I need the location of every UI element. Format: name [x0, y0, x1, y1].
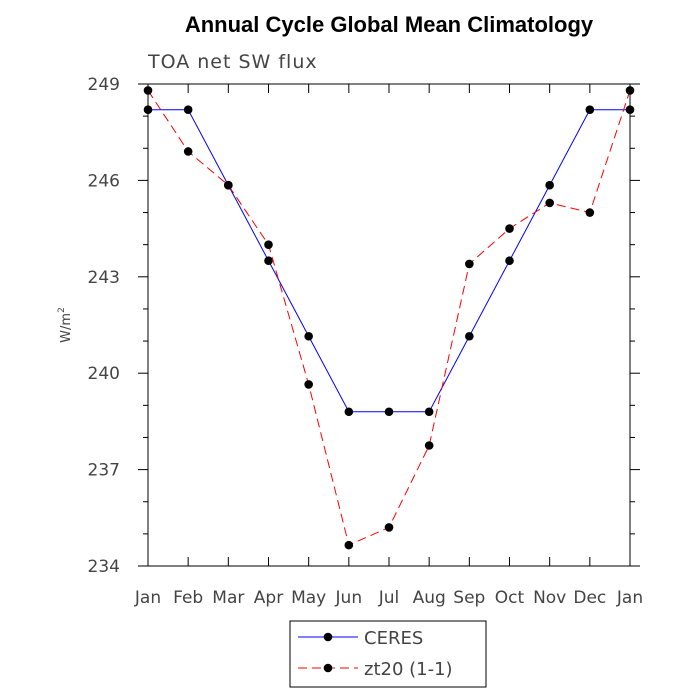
- data-point-zt20-1-1: [264, 240, 273, 249]
- ticks-layer: [138, 83, 640, 567]
- data-point-zt20-1-1: [625, 86, 635, 95]
- data-point-zt20-1-1: [585, 208, 595, 217]
- y-tick-label: 243: [88, 268, 120, 288]
- x-tick-label: Nov: [533, 588, 566, 608]
- legend: CERES zt20 (1-1): [289, 620, 487, 688]
- data-point-zt20-1-1: [384, 523, 394, 532]
- labels-layer: Jan Feb Mar Apr May Jun Jul Aug Sep Oct Nov Dec Jan 2…: [88, 75, 644, 608]
- data-point-zt20-1-1: [183, 147, 193, 156]
- data-point-ceres: [505, 256, 514, 266]
- series-layer: [143, 86, 635, 550]
- y-tick-label: 240: [88, 364, 120, 384]
- data-point-zt20-1-1: [304, 380, 313, 389]
- chart-subtitle: TOA net SW flux: [147, 51, 318, 73]
- data-point-ceres: [424, 407, 434, 417]
- legend-label-zt20: zt20 (1-1): [364, 659, 453, 680]
- data-point-ceres: [545, 180, 554, 190]
- plot-frame: [147, 83, 631, 567]
- legend-box: [289, 620, 487, 688]
- chart-title: Annual Cycle Global Mean Climatology: [185, 12, 594, 37]
- x-tick-label: May: [291, 588, 326, 608]
- data-point-zt20-1-1: [465, 259, 474, 269]
- y-axis-label: W/m2: [57, 307, 74, 343]
- legend-marker-zt20: [323, 663, 333, 673]
- y-axis-label-unit: W/m: [59, 313, 74, 343]
- y-tick-label: 246: [88, 171, 120, 191]
- x-tick-label: Mar: [212, 588, 244, 608]
- data-point-ceres: [183, 105, 193, 115]
- data-point-zt20-1-1: [344, 540, 354, 550]
- data-point-ceres: [625, 105, 635, 115]
- x-tick-label: Aug: [413, 588, 446, 608]
- data-point-ceres: [143, 105, 153, 115]
- legend-marker-ceres: [323, 632, 333, 642]
- x-tick-label: Jun: [335, 588, 363, 608]
- data-point-zt20-1-1: [143, 86, 153, 95]
- series-line-zt20-1-1: [147, 90, 631, 546]
- data-point-ceres: [384, 407, 394, 417]
- y-axis-label-superscript: 2: [57, 307, 67, 313]
- data-point-ceres: [465, 331, 474, 341]
- x-tick-label: Dec: [573, 588, 606, 608]
- x-tick-label: Jul: [378, 588, 400, 608]
- legend-label-ceres: CERES: [364, 628, 423, 649]
- x-tick-label: Jan: [134, 588, 161, 608]
- y-tick-label: 234: [88, 557, 120, 577]
- data-point-ceres: [264, 256, 273, 266]
- y-tick-label: 249: [88, 75, 120, 95]
- data-point-zt20-1-1: [424, 441, 434, 450]
- data-point-ceres: [344, 407, 354, 417]
- y-tick-label: 237: [88, 461, 120, 481]
- series-line-ceres: [148, 109, 630, 413]
- x-tick-label: Feb: [173, 588, 203, 608]
- x-tick-label: Apr: [254, 588, 283, 608]
- x-tick-label: Sep: [453, 588, 485, 608]
- data-point-zt20-1-1: [545, 198, 554, 208]
- data-point-zt20-1-1: [224, 180, 233, 190]
- data-point-zt20-1-1: [505, 224, 514, 233]
- x-tick-label: Jan: [616, 588, 643, 608]
- x-tick-label: Oct: [495, 588, 525, 608]
- data-point-ceres: [304, 331, 313, 341]
- data-point-ceres: [585, 105, 595, 115]
